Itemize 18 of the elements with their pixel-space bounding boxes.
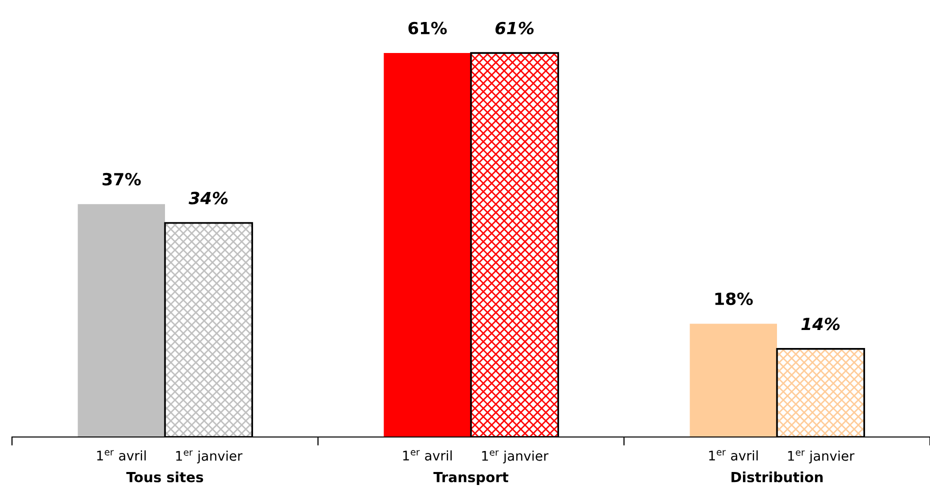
bar — [78, 204, 165, 437]
data-label: 34% — [188, 192, 228, 204]
data-label: 14% — [801, 318, 840, 330]
x-tick-label: Transport — [433, 472, 508, 485]
text: 1$^{er}$ janvier — [788, 450, 854, 464]
text: 1$^{er}$ janvier — [482, 450, 548, 464]
series-label: 1$^{er}$ janvier — [176, 450, 242, 464]
data-label: 61% — [408, 22, 447, 34]
series-label: 1$^{er}$ avril — [97, 450, 146, 461]
x-tick-label: Distribution — [732, 472, 823, 482]
text: 1$^{er}$ avril — [403, 450, 452, 461]
data-label: 37% — [102, 172, 141, 186]
bar — [384, 53, 471, 437]
data-label: 61% — [495, 22, 534, 34]
data-label: 18% — [715, 292, 753, 306]
bar — [690, 324, 777, 437]
text: 1$^{er}$ avril — [709, 450, 758, 461]
x-tick-label: Tous sites — [126, 472, 204, 482]
